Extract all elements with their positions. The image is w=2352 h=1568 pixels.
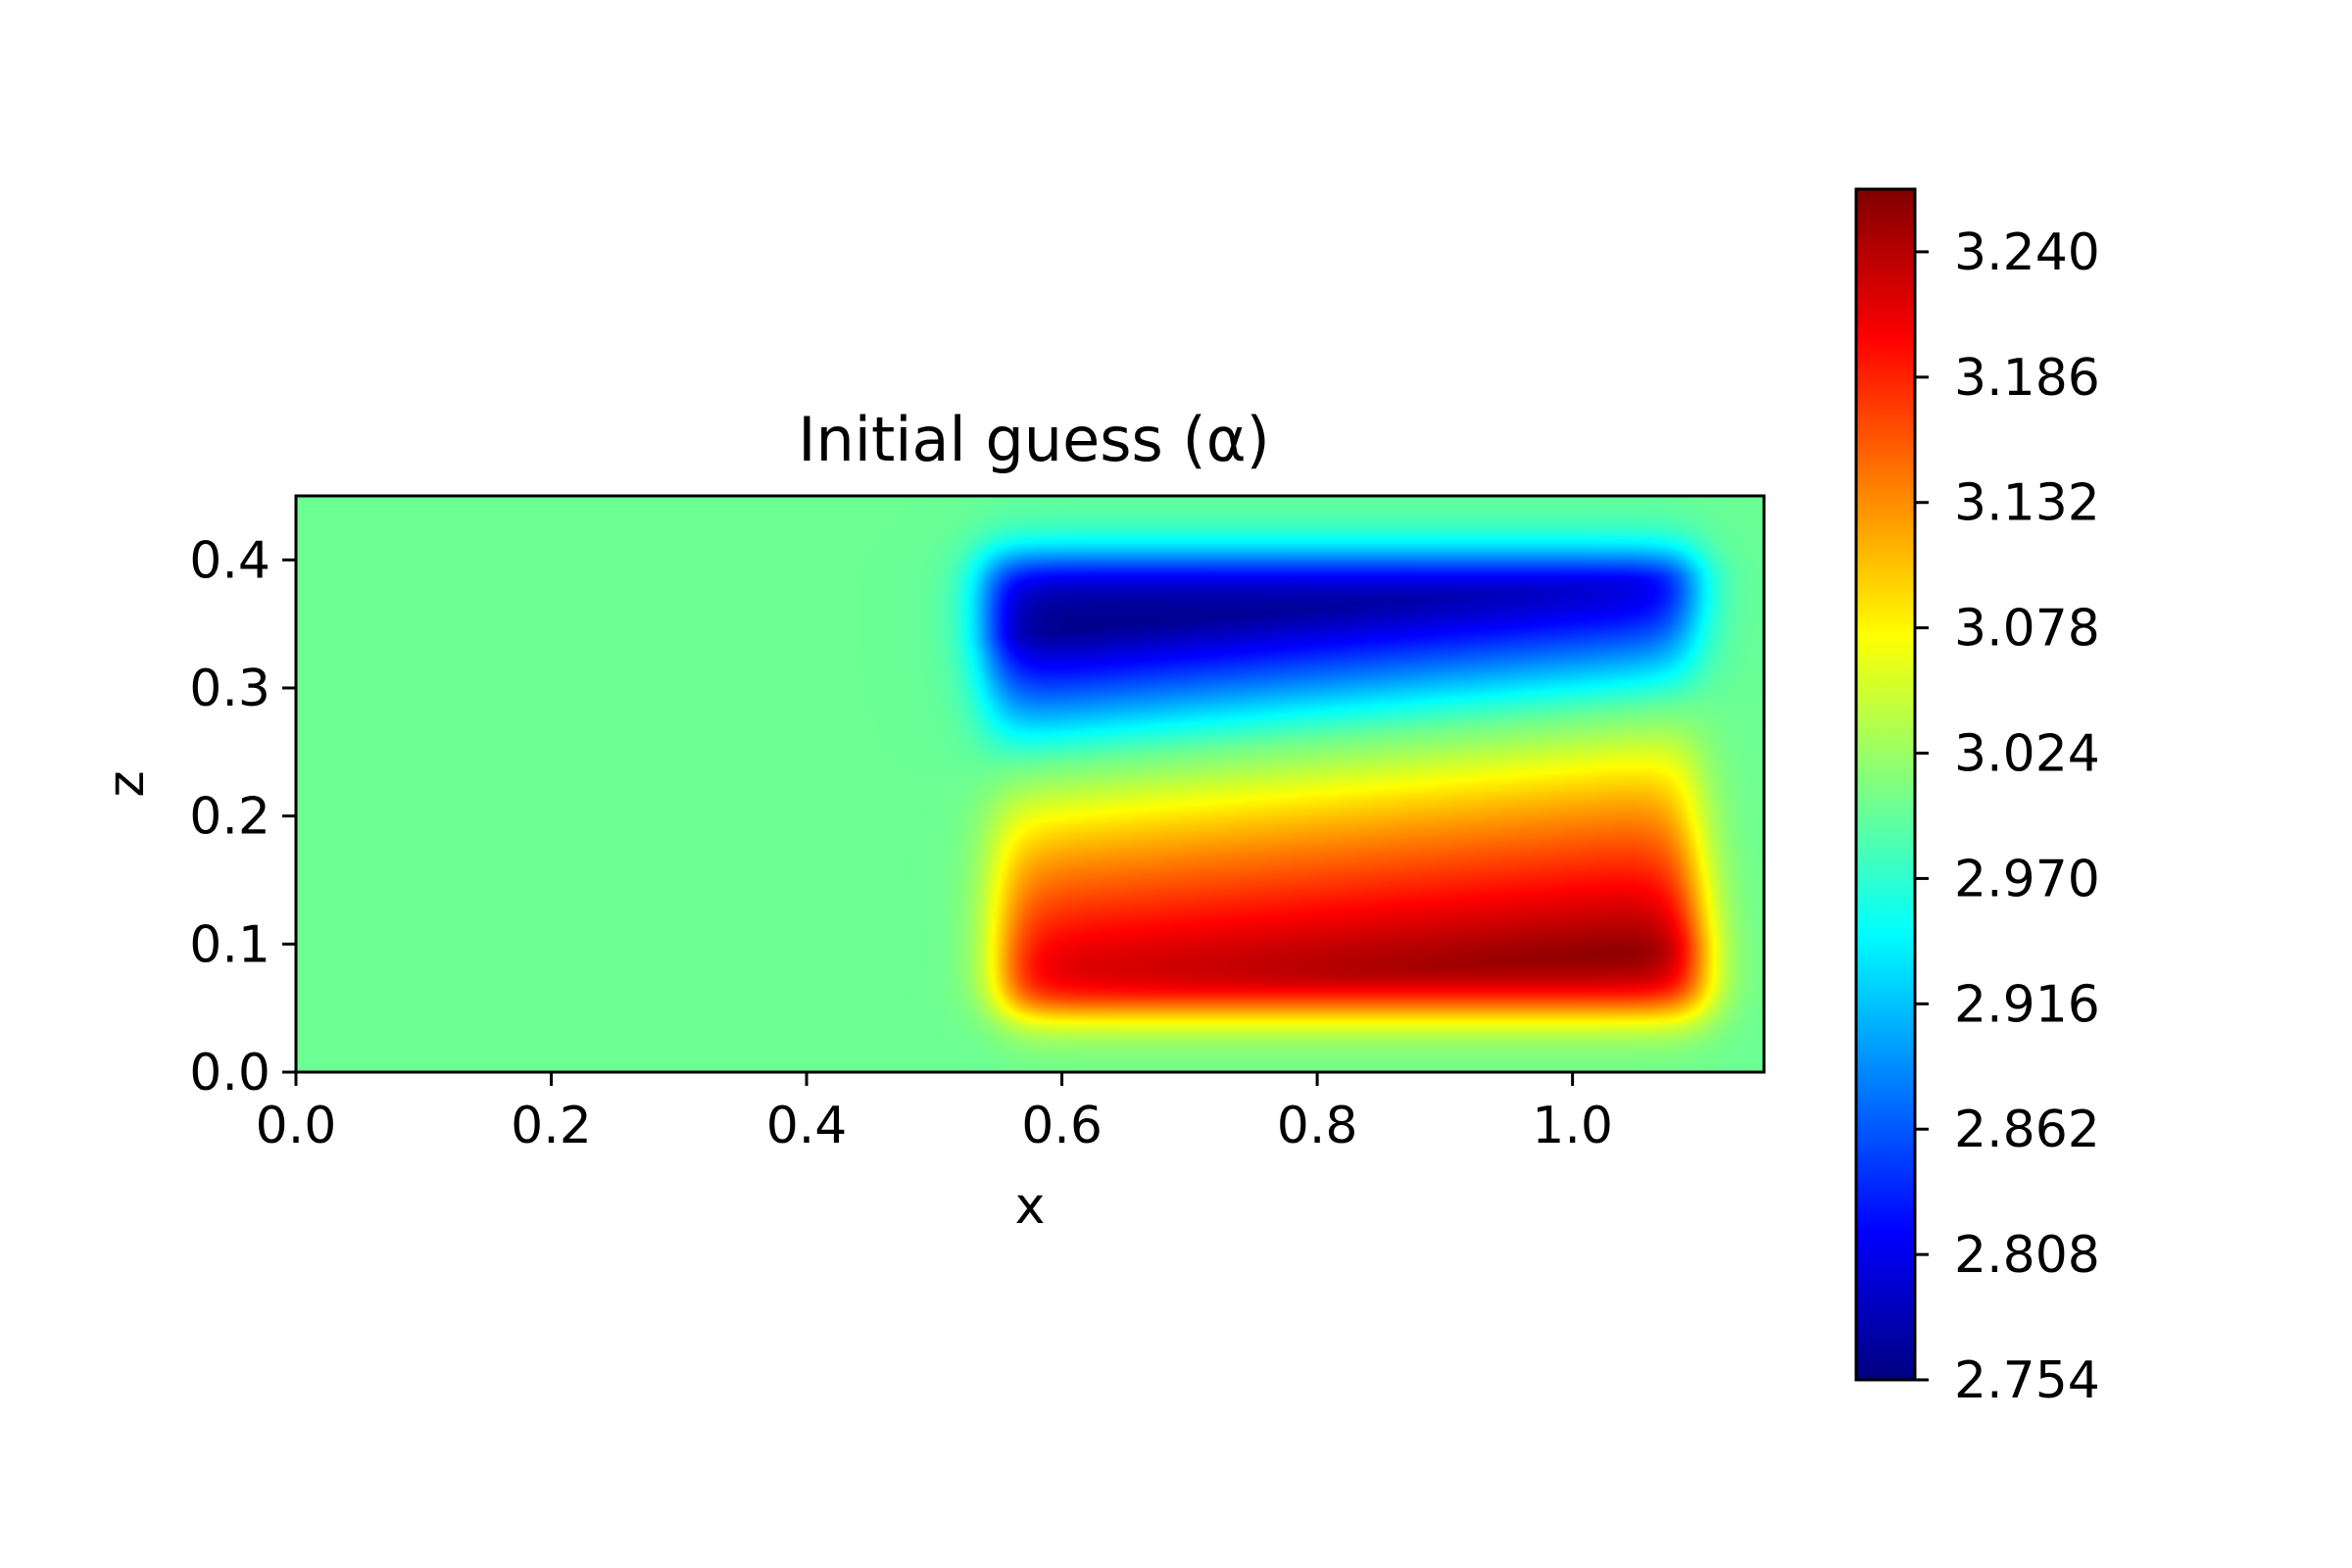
colorbar-tick-label: 3.186 [1954, 349, 2100, 408]
colorbar-tick-label: 2.970 [1954, 850, 2100, 908]
x-tick-label: 0.2 [511, 1097, 592, 1155]
colorbar-gradient [1856, 189, 1915, 1380]
y-tick-label: 0.1 [189, 915, 270, 974]
y-tick-label: 0.4 [189, 531, 270, 590]
x-tick-label: 0.0 [256, 1097, 337, 1155]
y-axis-ticks: 0.0 0.1 0.2 0.3 0.4 [189, 531, 296, 1102]
colorbar-tick-label: 3.024 [1954, 725, 2100, 784]
y-tick-label: 0.0 [189, 1044, 270, 1102]
x-tick-label: 0.4 [766, 1097, 848, 1155]
x-axis-ticks: 0.0 0.2 0.4 0.6 0.8 1.0 [256, 1072, 1613, 1155]
colorbar-ticks: 2.754 2.808 2.862 2.916 2.970 3.024 3.078 3.132… [1915, 223, 2100, 1410]
x-axis-label: x [1015, 1177, 1046, 1236]
colorbar-tick-label: 2.916 [1954, 975, 2100, 1034]
heatmap-image [296, 496, 1764, 1072]
colorbar-tick-label: 3.132 [1954, 474, 2100, 533]
chart-title: Initial guess (α) [798, 404, 1270, 475]
colorbar-tick-label: 2.862 [1954, 1101, 2100, 1159]
plot-frame [294, 494, 1766, 1074]
colorbar-frame [1854, 187, 1917, 1382]
x-tick-label: 1.0 [1532, 1097, 1613, 1155]
y-axis-label: z [97, 770, 156, 797]
colorbar-tick-label: 2.808 [1954, 1226, 2100, 1285]
colorbar-tick-label: 3.240 [1954, 223, 2100, 282]
heatmap-plot-area [294, 494, 1766, 1074]
colorbar-tick-label: 3.078 [1954, 600, 2100, 659]
y-tick-label: 0.2 [189, 788, 270, 847]
colorbar: 2.754 2.808 2.862 2.916 2.970 3.024 3.078 3.132… [1854, 187, 2100, 1410]
y-tick-label: 0.3 [189, 660, 270, 718]
x-tick-label: 0.6 [1021, 1097, 1102, 1155]
x-tick-label: 0.8 [1277, 1097, 1358, 1155]
colorbar-tick-label: 2.754 [1954, 1351, 2100, 1410]
